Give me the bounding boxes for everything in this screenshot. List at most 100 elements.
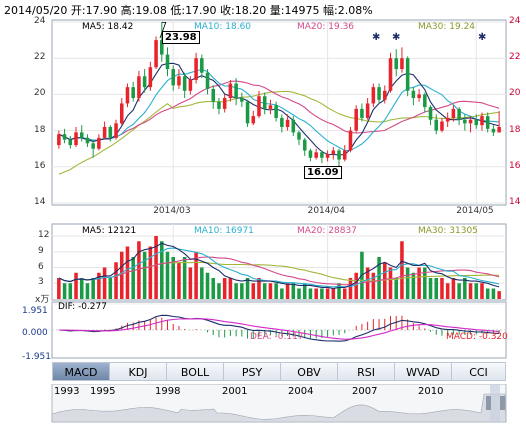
tab-macd[interactable]: MACD: [52, 362, 110, 381]
volume-bar: [497, 291, 501, 299]
navigator-selection[interactable]: [490, 384, 500, 422]
macd-grid: [52, 303, 506, 331]
macd-label: MACD: -0.320: [446, 332, 508, 342]
max-pointer: [159, 21, 167, 39]
volume-bar: [79, 278, 84, 299]
price-y-tick-right: 16: [509, 160, 521, 171]
volume-bar: [308, 288, 313, 299]
price-x-tick: 2014/05: [456, 206, 494, 216]
tab-boll[interactable]: BOLL: [166, 362, 224, 381]
volume-bar: [102, 267, 107, 299]
candle-body: [142, 76, 147, 88]
open-value: 17.90: [85, 4, 118, 17]
price-y-tick: 16: [34, 160, 46, 171]
volume-bar: [377, 257, 381, 299]
price-ma-lines: [58, 62, 500, 175]
candle-body: [445, 117, 450, 122]
timeline-year: 1995: [90, 386, 116, 397]
volume-bar: [154, 236, 158, 299]
volume-bar: [371, 272, 376, 299]
candle-body: [342, 150, 347, 160]
ma30-line: [58, 90, 500, 175]
ma5-legend: MA5: 18.42: [82, 22, 134, 32]
volume-bar: [222, 278, 227, 299]
volume-bar: [194, 251, 198, 299]
volume-bar: [297, 288, 301, 299]
navigator-handle-left[interactable]: [486, 396, 491, 410]
candle-body: [108, 126, 113, 138]
tab-obv[interactable]: OBV: [280, 362, 338, 381]
macd-y-tick: -1.951: [22, 352, 52, 362]
candle-body: [240, 98, 244, 102]
vol-ma20-legend: MA20: 28837: [297, 226, 357, 236]
change-label: 幅:: [323, 4, 338, 17]
price-y-tick: 24: [34, 16, 46, 26]
volume-bar: [240, 283, 244, 299]
volume-bar: [400, 241, 404, 299]
vol-ma5-line: [58, 242, 500, 290]
tab-cci[interactable]: CCI: [451, 362, 506, 381]
candle-body: [371, 87, 376, 104]
timeline-year: 1998: [155, 386, 181, 397]
candle-body: [457, 108, 461, 120]
candle-body: [383, 90, 387, 100]
candle-body: [165, 54, 170, 70]
volume-bar: [491, 288, 496, 299]
star-marker-icon[interactable]: ✱: [478, 32, 486, 43]
candle-body: [188, 79, 193, 91]
candle-body: [79, 132, 84, 138]
quote-header: 2014/05/20 开:17.90 高:19.08 低:17.90 收:18.…: [4, 2, 373, 18]
candle-body: [417, 94, 421, 99]
candle-body: [463, 119, 467, 124]
candle-body: [262, 96, 267, 109]
navigator-handle-right[interactable]: [500, 396, 505, 410]
volume-bar: [348, 278, 353, 299]
star-marker-icon[interactable]: ✱: [392, 32, 400, 43]
candle-body: [468, 119, 473, 124]
volume-bar: [97, 272, 101, 299]
candle-body: [217, 101, 221, 109]
ma10-line: [58, 68, 500, 152]
volume-bar: [445, 283, 450, 299]
volume-bar: [228, 278, 233, 299]
volume-bar: [177, 262, 181, 299]
volume-bar: [57, 278, 61, 299]
chart-canvas: ✱ ✱ ✱: [51, 19, 507, 359]
price-y-tick: 22: [34, 52, 46, 63]
candle-body: [97, 137, 101, 149]
timeline-year: 2004: [288, 386, 314, 397]
history-navigator[interactable]: [0, 384, 526, 424]
volume-bar: [354, 272, 358, 299]
navigator-area: [51, 393, 507, 423]
tab-rsi[interactable]: RSI: [337, 362, 395, 381]
candle-body: [211, 88, 216, 102]
candle-body: [428, 107, 433, 120]
star-marker-icon[interactable]: ✱: [372, 32, 380, 43]
volume-y-tick: 9: [38, 245, 44, 256]
price-y-tick-right: 20: [509, 88, 521, 99]
candle-body: [274, 105, 278, 118]
volume-bar: [417, 267, 421, 299]
candle-body: [182, 76, 187, 91]
volume-bar: [251, 283, 256, 299]
price-y-tick-right: 18: [509, 124, 521, 135]
candle-body: [119, 103, 124, 124]
price-x-tick: 2014/03: [153, 206, 191, 216]
volume-bar: [394, 278, 398, 299]
candle-body: [74, 132, 78, 146]
volume-bar: [200, 267, 204, 299]
tab-wvad[interactable]: WVAD: [394, 362, 452, 381]
volume-bar: [262, 283, 267, 299]
tab-kdj[interactable]: KDJ: [109, 362, 167, 381]
volume-bar: [74, 272, 78, 299]
volume-bar: [457, 283, 461, 299]
candle-body: [234, 83, 238, 99]
candle-body: [160, 40, 164, 55]
candle-body: [85, 137, 90, 144]
volume-bar: [171, 257, 175, 299]
tab-psy[interactable]: PSY: [223, 362, 281, 381]
candle-body: [360, 108, 364, 118]
candle-body: [337, 150, 341, 160]
volume-bar: [320, 288, 324, 299]
volume-bar: [137, 241, 141, 299]
